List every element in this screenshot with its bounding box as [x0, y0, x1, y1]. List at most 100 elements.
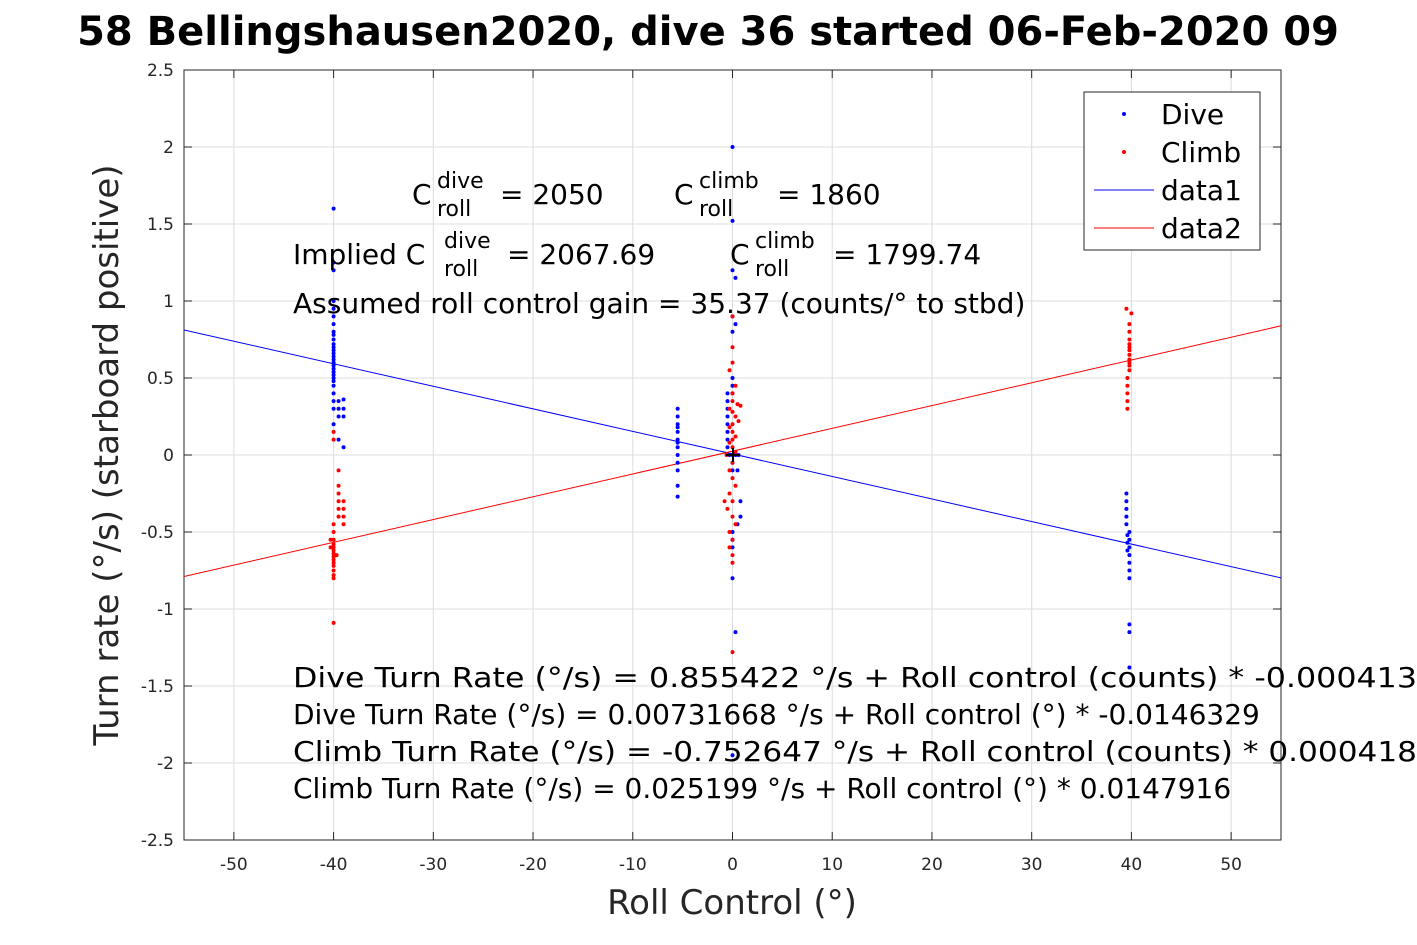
dive-point [336, 399, 341, 404]
dive-point [730, 145, 735, 149]
climb-point [730, 345, 735, 350]
dive-point [730, 376, 735, 380]
x-axis-label: Roll Control (°) [607, 883, 857, 923]
climb-point [336, 499, 341, 504]
dive-point [725, 414, 730, 419]
climb-point [331, 568, 336, 573]
climb-point [730, 553, 735, 558]
climb-point [1129, 311, 1134, 316]
dive-point [331, 391, 336, 396]
climb-point [1124, 306, 1129, 311]
climb-point [727, 530, 732, 534]
dive-point [341, 406, 346, 411]
dive-point [733, 275, 738, 280]
dive-point [675, 453, 680, 457]
climb-point [1127, 329, 1132, 334]
implied-dive-value: = 2067.69 [507, 238, 655, 271]
climb-point [1125, 383, 1130, 388]
legend-label-dive: Dive [1161, 98, 1224, 131]
dive-point [1127, 537, 1132, 542]
climb-point [1127, 368, 1132, 373]
climb-point [331, 554, 336, 559]
dive-point [675, 440, 680, 445]
climb-point [341, 499, 346, 504]
dive-point [331, 406, 336, 411]
climb-point [331, 576, 336, 581]
chart-title: 58 Bellingshausen2020, dive 36 started 0… [77, 9, 1339, 55]
climb-point [331, 545, 336, 550]
climb-point [733, 414, 738, 419]
climb-point [336, 468, 341, 473]
climb-point [730, 409, 735, 414]
dive-point [331, 354, 336, 359]
implied-climb-sup: climb [755, 229, 815, 254]
dive-point [675, 414, 680, 419]
dive-point [730, 576, 735, 581]
climb-point [1127, 322, 1132, 327]
dive-point [331, 206, 336, 211]
y-tick-label: -2.5 [141, 831, 174, 851]
annotation-eq1: Dive Turn Rate (°/s) = 0.855422 °/s + Ro… [293, 661, 1417, 694]
annotation-eq4: Climb Turn Rate (°/s) = 0.025199 °/s + R… [293, 772, 1231, 805]
climb-point [331, 522, 336, 527]
climb-point [1125, 391, 1130, 396]
climb-point [331, 551, 336, 556]
climb-point [331, 557, 336, 562]
data-points [328, 145, 1134, 758]
dive-point [1124, 506, 1129, 511]
dive-point [725, 429, 730, 434]
x-tick-label: 10 [821, 855, 843, 875]
climb-point [735, 402, 740, 407]
y-tick-label: 0.5 [147, 369, 174, 389]
climb-point [727, 406, 732, 411]
y-tick-label: -1.5 [141, 677, 174, 697]
dive-point [331, 322, 336, 327]
climb-point [733, 522, 738, 527]
climb-point [1127, 357, 1132, 362]
dive-point [331, 379, 336, 384]
dive-point [1125, 540, 1130, 545]
climb-point [331, 437, 336, 442]
dive-point [331, 383, 336, 388]
dive-point [1124, 514, 1129, 519]
dive-point [341, 397, 346, 402]
climb-point [722, 499, 727, 504]
climb-point [730, 429, 735, 434]
climb-point [331, 620, 336, 625]
climb-point [727, 545, 732, 550]
climb-point [730, 391, 735, 396]
dive-point [1124, 491, 1129, 496]
climb-point [1125, 376, 1130, 380]
dive-point [1127, 530, 1132, 534]
dive-point [331, 399, 336, 404]
legend-label-climb: Climb [1161, 136, 1241, 169]
climb-point [331, 537, 336, 542]
climb-point [1127, 363, 1132, 368]
climb-point [328, 537, 333, 542]
dive-point [1127, 630, 1132, 635]
climb-point [331, 542, 336, 547]
climb-point [727, 491, 732, 496]
climb-point [730, 537, 735, 542]
dive-point [331, 260, 336, 265]
climb-point [727, 440, 732, 445]
climb-point [1127, 352, 1132, 357]
x-tick-label: 50 [1220, 855, 1242, 875]
dive-point [331, 329, 336, 334]
annotation-c-climb: C climb roll = 1860 [674, 169, 881, 222]
climb-point [727, 368, 732, 373]
y-tick-label: -0.5 [141, 523, 174, 543]
climb-point [730, 422, 735, 427]
y-tick-label: -2 [157, 754, 174, 774]
dive-point [675, 483, 680, 488]
c-climb-value: = 1860 [777, 178, 881, 211]
climb-point [331, 429, 336, 434]
dive-point [675, 422, 680, 427]
climb-point [336, 514, 341, 519]
implied-prefix: Implied C [293, 238, 425, 271]
x-tick-label: -40 [320, 855, 348, 875]
climb-point [336, 483, 341, 488]
dive-point [675, 437, 680, 442]
dive-point [725, 422, 730, 427]
